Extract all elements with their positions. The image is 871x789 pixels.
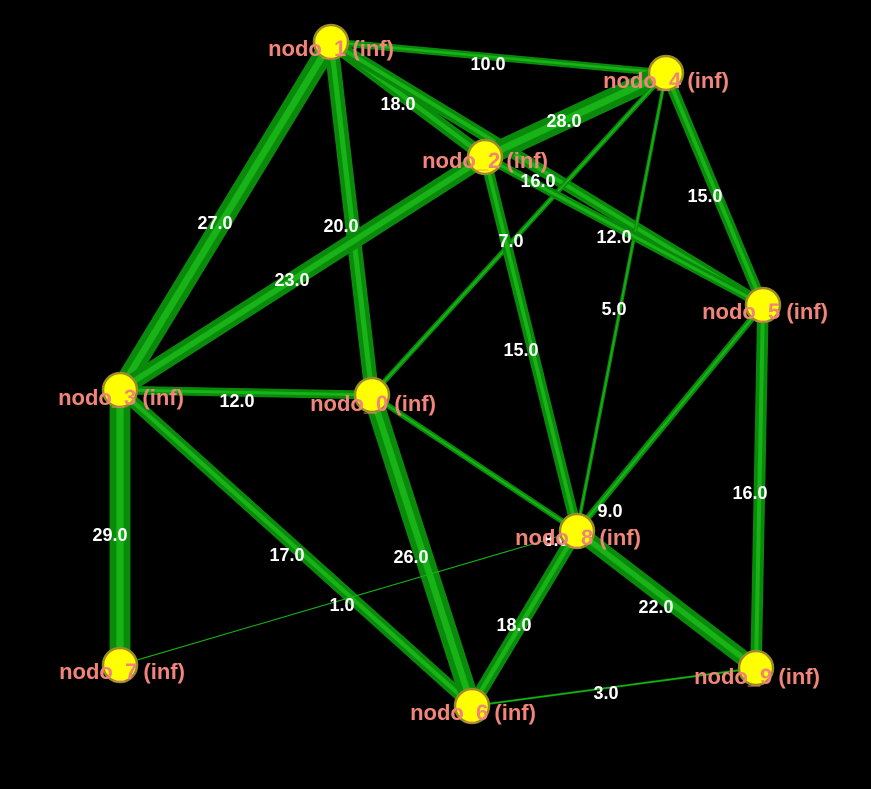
node-4[interactable] — [647, 54, 685, 92]
edge-weight-1-4: 10.0 — [470, 54, 505, 74]
edge-6-9-highlight — [471, 667, 757, 707]
edge-4-2-highlight — [483, 69, 668, 161]
edge-1-5-highlight — [329, 40, 765, 307]
edge-weight-7-8: 1.0 — [329, 595, 354, 615]
edge-1-0-highlight — [328, 41, 375, 396]
edge-weight-3-7: 29.0 — [92, 525, 127, 545]
edge-4-5-highlight — [664, 72, 765, 306]
node-5[interactable] — [744, 286, 782, 324]
node-label-6: nodo_6 (inf) — [410, 700, 536, 725]
edge-7-8-highlight — [119, 530, 578, 666]
edge-weight-3-6: 17.0 — [269, 545, 304, 565]
edge-3-0-highlight — [119, 388, 373, 397]
edge-8-9-highlight — [575, 528, 758, 671]
node-8[interactable] — [558, 512, 596, 550]
edge-0-8-highlight — [371, 394, 578, 532]
edge-weight-4-5: 15.0 — [687, 186, 722, 206]
edge-weight-8-9: 22.0 — [638, 597, 673, 617]
node-label-9: nodo_9 (inf) — [694, 664, 820, 689]
node-6[interactable] — [453, 687, 491, 725]
edge-8-6-highlight — [470, 529, 579, 708]
node-label-4: nodo_4 (inf) — [603, 68, 729, 93]
node-label-5: nodo_5 (inf) — [702, 299, 828, 324]
edge-0-6-highlight — [368, 393, 476, 708]
node-label-2: nodo_2 (inf) — [422, 148, 548, 173]
edge-5-9-highlight — [753, 304, 766, 669]
edge-2-5-highlight — [484, 155, 764, 307]
edge-2-8-highlight — [483, 156, 579, 532]
edge-weight-0-6: 26.0 — [393, 547, 428, 567]
edge-weight-2-8: 15.0 — [503, 340, 538, 360]
edge-weights-layer: 10.0 18.0 16.0 27.0 20.0 28.0 15.0 7.0 5.0 12.0 23… — [92, 54, 767, 703]
edge-4-0-highlight — [371, 72, 667, 396]
edge-weight-4-0: 7.0 — [498, 231, 523, 251]
edge-weight-1-3: 27.0 — [197, 213, 232, 233]
edge-2-3-highlight — [118, 154, 487, 393]
node-label-8: nodo_8 (inf) — [515, 525, 641, 550]
edge-5-8-highlight — [576, 304, 764, 532]
edge-weight-8-6: 18.0 — [496, 615, 531, 635]
node-label-1: nodo_1 (inf) — [268, 36, 394, 61]
node-0[interactable] — [353, 376, 391, 414]
node-label-0: nodo_0 (inf) — [310, 391, 436, 416]
node-label-3: nodo_3 (inf) — [58, 385, 184, 410]
edge-weight-4-2: 28.0 — [546, 111, 581, 131]
node-7[interactable] — [101, 646, 139, 684]
node-label-7: nodo_7 (inf) — [59, 659, 185, 684]
edge-3-6-highlight — [118, 388, 474, 708]
edge-weight-1-2: 18.0 — [380, 94, 415, 114]
node-labels-layer: nodo_0 (inf) nodo_1 (inf) nodo_2 (inf) nodo… — [58, 36, 828, 725]
edge-weight-4-8: 5.0 — [601, 299, 626, 319]
edge-weight-1-0: 20.0 — [323, 216, 358, 236]
node-9[interactable] — [737, 649, 775, 687]
edge-weight-2-3: 23.0 — [274, 270, 309, 290]
node-1[interactable] — [312, 23, 350, 61]
edges-layer — [109, 36, 769, 711]
edge-weight-6-9: 3.0 — [593, 683, 618, 703]
edge-weight-3-0: 12.0 — [219, 391, 254, 411]
edge-weight-2-5: 12.0 — [596, 227, 631, 247]
node-2[interactable] — [466, 138, 504, 176]
edge-weight-1-5: 16.0 — [520, 171, 555, 191]
edge-weight-5-9: 16.0 — [732, 483, 767, 503]
edge-4-8-highlight — [576, 72, 667, 532]
node-3[interactable] — [101, 371, 139, 409]
edge-1-4-highlight — [330, 40, 667, 75]
edge-weight-5-8: 9.0 — [597, 501, 622, 521]
edge-1-3-highlight — [117, 40, 334, 392]
nodes-layer — [101, 23, 782, 725]
